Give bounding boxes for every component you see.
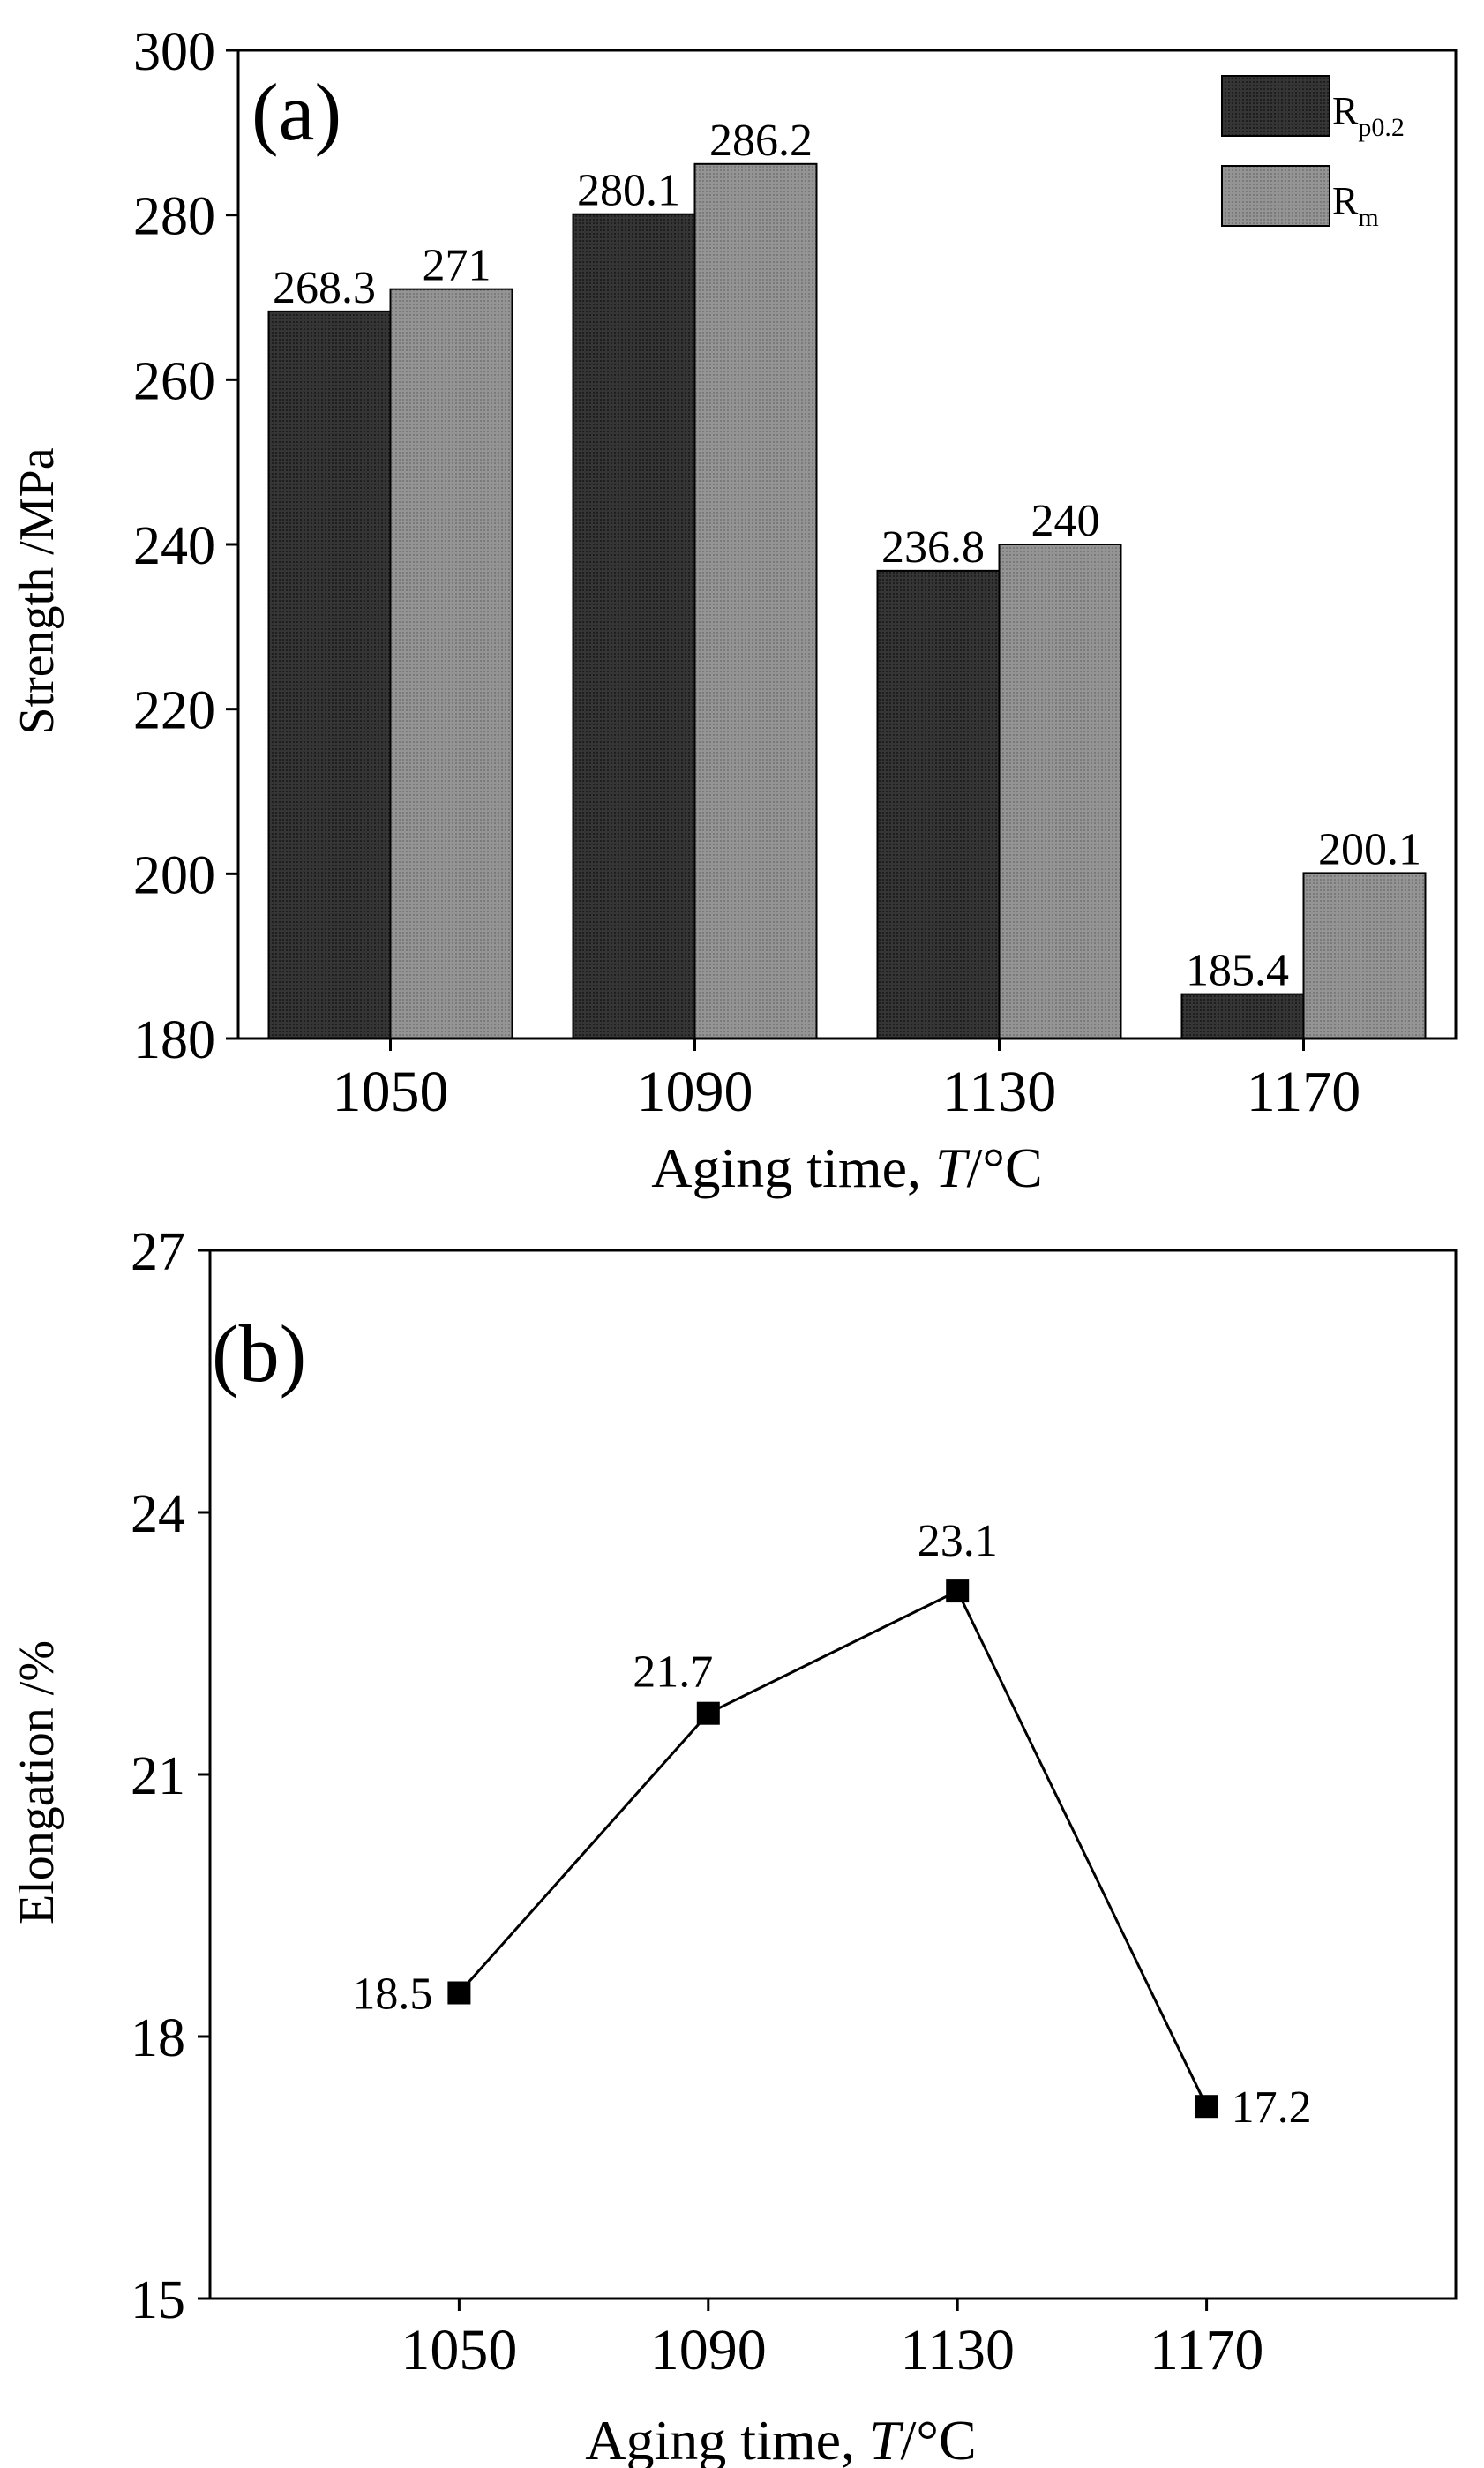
bar-value-label: 271: [423, 241, 491, 291]
panel-a-x-ticks: 1050 1090 1130 1170: [333, 1039, 1361, 1124]
legend-swatch-rp02: [1221, 75, 1330, 137]
panel-a-x-tick-label: 1050: [333, 1060, 449, 1124]
panel-b-y-tick-label: 18: [131, 2008, 185, 2068]
bar-value-label: 268.3: [273, 263, 376, 313]
panel-b-x-tick-label: 1090: [650, 2318, 767, 2382]
bar-rp02-1130: [876, 569, 1001, 1039]
panel-a-y-tick-label: 280: [133, 187, 215, 247]
bar-rm-1090: [693, 162, 818, 1040]
bar-value-label: 240: [1031, 496, 1100, 546]
panel-a-y-tick-label: 200: [133, 845, 215, 905]
panel-a-y-tick-label: 260: [133, 351, 215, 411]
panel-b-y-ticks: 15 18 21 24 27: [131, 1222, 210, 2330]
panel-a-y-tick-label: 300: [133, 22, 215, 82]
panel-a-y-ticks: 180 200 220 240 260 280 300: [133, 22, 238, 1070]
panel-a-x-tick-label: 1170: [1247, 1060, 1361, 1124]
bar-value-label: 280.1: [577, 166, 680, 216]
bar-rm-1130: [998, 544, 1122, 1039]
bar-rm-1050: [389, 288, 513, 1039]
panel-b-y-tick-label: 24: [131, 1484, 185, 1544]
panel-b-x-tick-label: 1170: [1150, 2318, 1264, 2382]
marker-1050: [447, 1981, 471, 2005]
bar-rp02-1050: [267, 310, 392, 1040]
point-value-label: 17.2: [1232, 2082, 1312, 2133]
legend-label-rp02: Rp0.2: [1332, 89, 1405, 142]
panel-a-y-tick-label: 180: [133, 1010, 215, 1070]
bar-value-label: 200.1: [1318, 824, 1421, 874]
panel-b-xlabel: Aging time, T/°C: [585, 2409, 976, 2468]
panel-a-label: (a): [251, 67, 341, 157]
bar-value-label: 185.4: [1186, 946, 1289, 996]
bar-rp02-1090: [572, 213, 696, 1039]
point-value-label: 18.5: [352, 1969, 432, 2020]
panel-a-plot-frame: [236, 49, 1458, 1040]
panel-b-plot-frame: [208, 1249, 1458, 2300]
panel-b-x-tick-label: 1050: [401, 2318, 517, 2382]
bar-value-label: 236.8: [881, 522, 985, 573]
panel-a-bars: [267, 162, 1427, 1040]
panel-b-x-tick-label: 1130: [900, 2318, 1015, 2382]
legend-label-rm: Rm: [1332, 179, 1379, 232]
panel-b-x-ticks: 1050 1090 1130 1170: [401, 2299, 1263, 2382]
panel-a-bar-labels: 268.3 271 280.1 286.2 236.8 240 185.4 200.1: [273, 116, 1421, 996]
point-value-label: 21.7: [633, 1647, 713, 1698]
panel-b-point-labels: 18.5 21.7 23.1 17.2: [352, 1516, 1311, 2133]
marker-1090: [696, 1701, 720, 1725]
panel-a-legend: Rp0.2 Rm: [1221, 75, 1405, 232]
point-value-label: 23.1: [918, 1516, 998, 1566]
panel-b-markers: [447, 1579, 1218, 2119]
elongation-line: [458, 1589, 1208, 2107]
panel-b-ylabel: Elongation /%: [10, 1640, 64, 1924]
panel-b-series-line: [458, 1589, 1208, 2107]
panel-a-ylabel: Strength /MPa: [10, 447, 64, 734]
legend-swatch-rm: [1221, 165, 1330, 227]
panel-b-line-chart: Elongation /% 15 18 21 24 27 18.5 21.7 23.1 17.…: [10, 1222, 1458, 2468]
bar-value-label: 286.2: [709, 116, 813, 166]
panel-a-x-tick-label: 1130: [942, 1060, 1057, 1124]
panel-a-x-tick-label: 1090: [637, 1060, 753, 1124]
panel-a-y-tick-label: 220: [133, 681, 215, 741]
marker-1130: [946, 1579, 970, 1603]
panel-b-label: (b): [212, 1309, 306, 1399]
panel-b-y-tick-label: 21: [131, 1746, 185, 1806]
bar-rm-1170: [1302, 872, 1427, 1040]
panel-b-y-tick-label: 27: [131, 1222, 185, 1282]
panel-a-xlabel: Aging time, T/°C: [651, 1136, 1042, 1199]
bar-rp02-1170: [1180, 993, 1305, 1039]
panel-b-y-tick-label: 15: [131, 2270, 185, 2330]
marker-1170: [1195, 2095, 1218, 2119]
panel-a-bar-chart: Strength /MPa 180 200 220 240 260 280 300 268.…: [10, 22, 1458, 1199]
panel-a-y-tick-label: 240: [133, 516, 215, 576]
